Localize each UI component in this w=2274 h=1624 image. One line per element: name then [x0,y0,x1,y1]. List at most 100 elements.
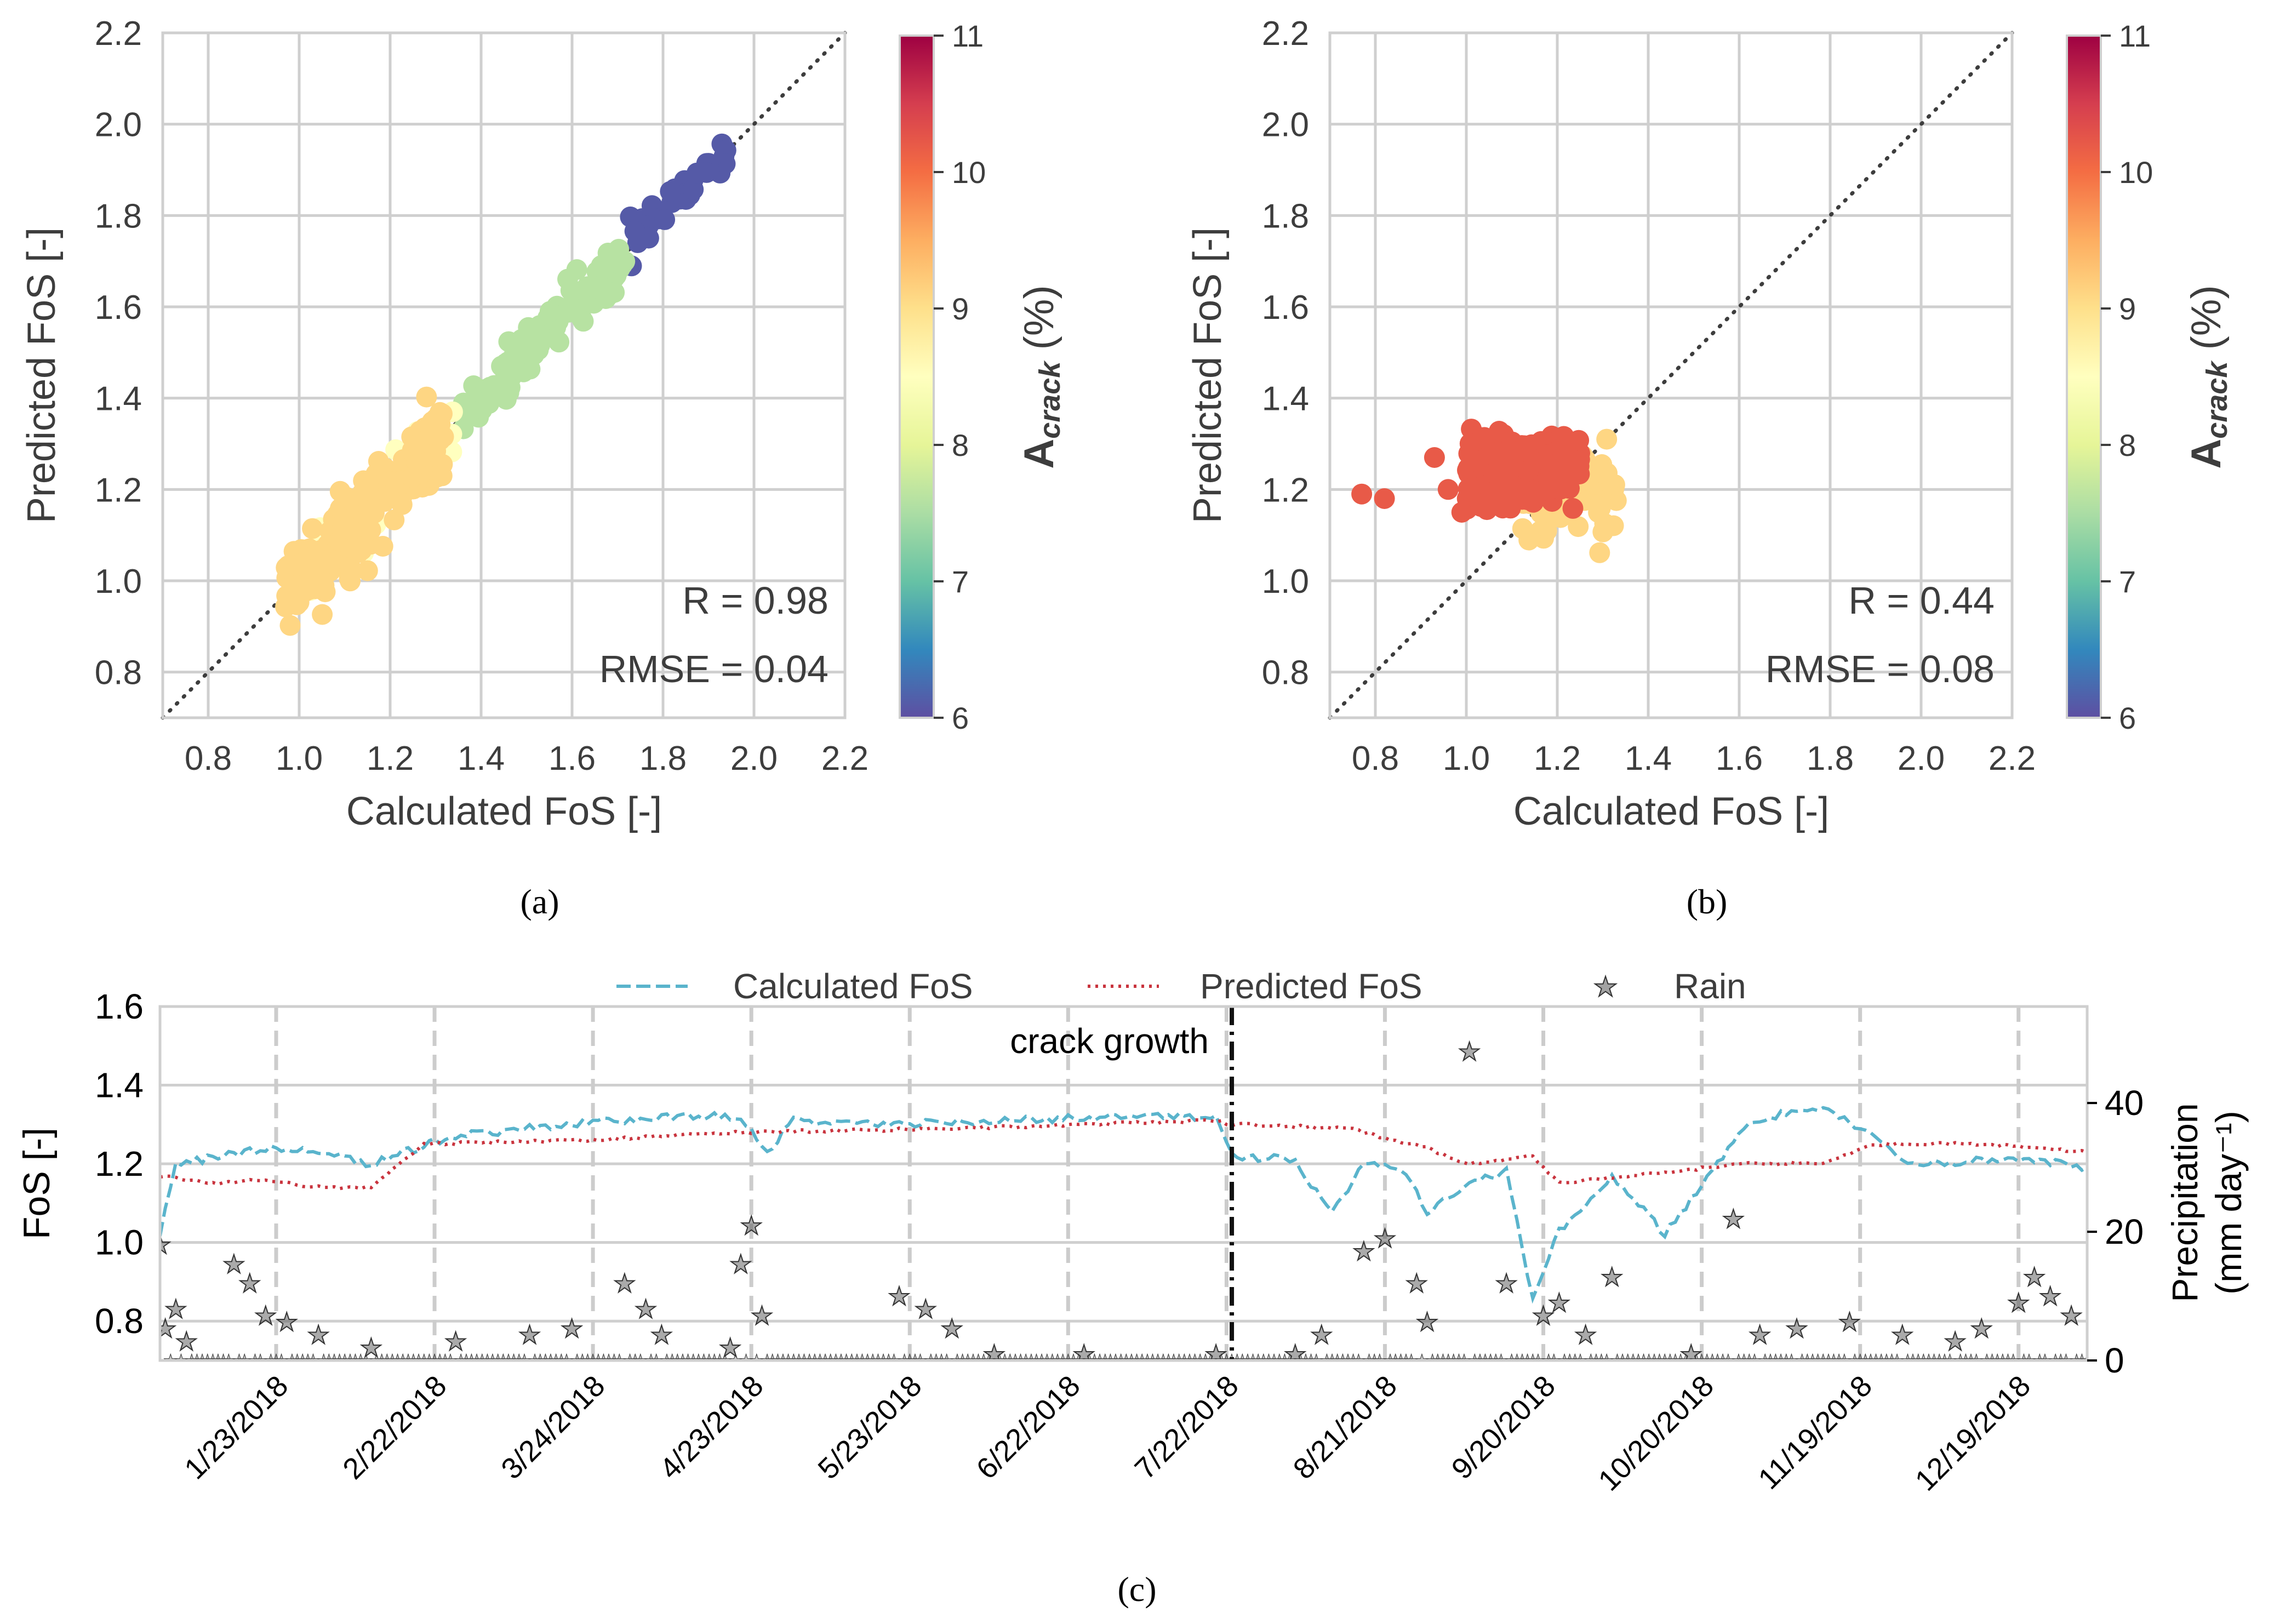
legend-item-predicted: Predicted FoS [1088,967,1422,1006]
xtick-a-5: 1.8 [639,740,687,777]
rain-star-322: ★ [1853,1352,1867,1370]
rain-star-28: ★ [300,1352,315,1370]
rain-star-19: ★ [253,1352,268,1370]
rain-star-86: ★ [607,1352,621,1370]
rain-star-81: ★ [580,1352,595,1370]
scatter-point-a-35 [624,221,645,242]
rain-star-113: ★ [749,1352,764,1370]
rain-star-159: ★ [992,1352,1007,1370]
rain-star-200: ★ [1204,1340,1227,1368]
rain-star-194: ★ [1177,1352,1192,1370]
rain-star-225: ★ [1341,1352,1356,1370]
cbar-tick-b-0: 6 [2119,701,2136,735]
rain-star-278: ★ [1620,1352,1635,1370]
rain-star-82: ★ [586,1352,601,1370]
rain-star-189: ★ [1151,1352,1165,1370]
panel-a-colorbar-label: Acrack (%) [1016,285,1066,468]
rain-star-281: ★ [1636,1352,1651,1370]
scatter-point-b-87 [1604,474,1625,495]
rain-star-105: ★ [707,1352,722,1370]
rain-star-158: ★ [983,1340,1005,1368]
panel-c: ★★★★★★★★★★★★★★★★★★★★★★★★★★★★★★★★★★★★★★★★… [16,967,2249,1609]
rain-star-107: ★ [718,1352,733,1370]
panel-b-colorbar-ticks: 6 7 8 9 10 11 [2101,19,2153,735]
rain-star-359: ★ [2048,1352,2063,1370]
rain-star-29: ★ [306,1352,321,1370]
rain-star-131: ★ [844,1352,859,1370]
rain-star-247: ★ [1457,1352,1472,1370]
rain-star-206: ★ [1240,1352,1255,1370]
rain-star-18: ★ [248,1352,262,1370]
panel-b-xticks: 0.8 1.0 1.2 1.4 1.6 1.8 2.0 2.2 [1352,740,2036,777]
panel-b-annotation-rmse: RMSE = 0.08 [1766,648,1995,690]
cbar-tick-b-4: 10 [2119,155,2153,190]
panel-a-yticks: 0.8 1.0 1.2 1.4 1.6 1.8 2.0 2.2 [95,15,142,692]
rain-star-104: ★ [702,1352,717,1370]
rain-star-100: ★ [681,1352,695,1370]
rain-star-207: ★ [1245,1352,1260,1370]
rain-star-163: ★ [1013,1352,1028,1370]
rain-star-151: ★ [950,1352,965,1370]
rain-star-192: ★ [1167,1352,1181,1370]
rain-star-119: ★ [781,1352,796,1370]
rain-star-360: ★ [2053,1352,2068,1370]
ytick-right-c-1: 20 [2105,1212,2144,1251]
panel-c-ylabel-left: FoS [-] [16,1128,58,1239]
rain-star-349: ★ [1995,1352,2010,1370]
rain-star-154: ★ [965,1352,980,1370]
scatter-point-a-116 [560,280,581,301]
xtick-b-4: 1.6 [1716,740,1763,777]
rain-star-10: ★ [205,1352,220,1370]
rain-star-140: ★ [888,1282,910,1311]
rain-star-297: ★ [1721,1352,1735,1370]
rain-star-109: ★ [728,1352,743,1370]
rain-star-32: ★ [322,1352,336,1370]
rain-star-20: ★ [254,1301,277,1330]
rain-star-149: ★ [939,1352,954,1370]
rain-star-307: ★ [1774,1352,1789,1370]
rain-star-362: ★ [2060,1301,2082,1330]
panel-c-month-dividers [274,1007,2021,1360]
rain-star-303: ★ [1749,1320,1771,1349]
rain-star-76: ★ [554,1352,569,1370]
rain-star-253: ★ [1488,1352,1503,1370]
rain-star-261: ★ [1530,1352,1545,1370]
rain-star-121: ★ [791,1352,806,1370]
rain-star-127: ★ [823,1352,838,1370]
rain-star-313: ★ [1805,1352,1820,1370]
rain-star-287: ★ [1668,1352,1683,1370]
scatter-point-b-65 [1588,502,1609,523]
scatter-point-b-351 [1374,488,1395,509]
rain-star-291: ★ [1689,1352,1704,1370]
rain-star-365: ★ [2080,1352,2095,1370]
rain-star-110: ★ [729,1250,752,1278]
xtick-b-5: 1.8 [1807,740,1854,777]
panel-b-frame [1328,31,2014,719]
rain-star-26: ★ [290,1352,305,1370]
rain-star-21: ★ [264,1352,278,1370]
rain-star-75: ★ [548,1352,563,1370]
rain-star-210: ★ [1261,1352,1276,1370]
rain-star-45: ★ [390,1352,405,1370]
rain-star-336: ★ [1927,1352,1941,1370]
rain-star-248: ★ [1458,1037,1481,1066]
rain-star-156: ★ [976,1352,991,1370]
rain-star-114: ★ [751,1301,773,1330]
rain-star-244: ★ [1441,1352,1456,1370]
ytick-left-c-0: 0.8 [95,1301,144,1341]
rain-star-152: ★ [955,1352,970,1370]
ytick-a-4: 1.6 [95,289,142,327]
rain-star-341: ★ [1953,1352,1968,1370]
rain-star-40: ★ [360,1334,382,1362]
rain-star-66: ★ [501,1352,516,1370]
rain-star-234: ★ [1388,1352,1403,1370]
rain-star-264: ★ [1546,1352,1561,1370]
rain-star-285: ★ [1658,1352,1672,1370]
rain-star-11: ★ [211,1352,226,1370]
rain-star-191: ★ [1161,1352,1176,1370]
cbar-tick-b-1: 7 [2119,564,2136,599]
rain-star-270: ★ [1574,1320,1597,1349]
scatter-point-a-435 [431,465,453,487]
rain-star-315: ★ [1816,1352,1831,1370]
